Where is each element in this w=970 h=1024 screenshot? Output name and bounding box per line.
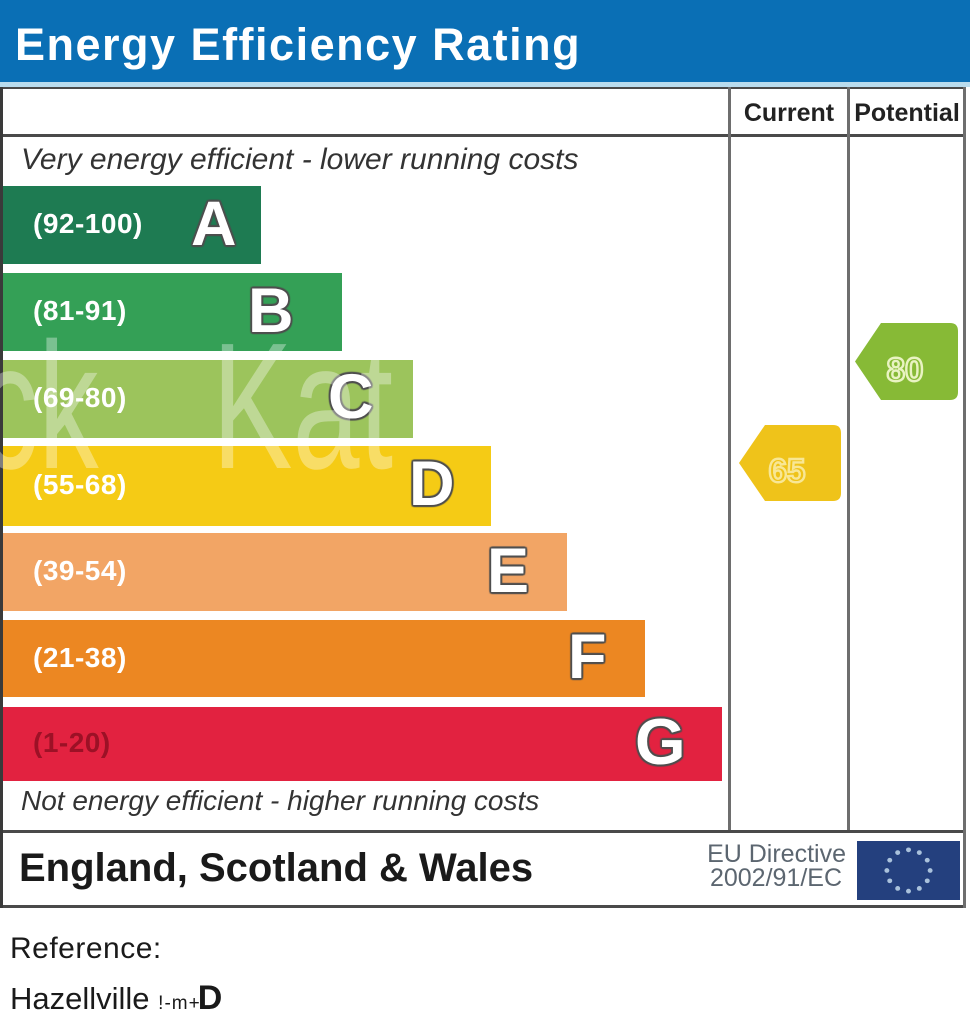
svg-text:65: 65: [769, 452, 806, 489]
svg-text:80: 80: [887, 351, 924, 388]
